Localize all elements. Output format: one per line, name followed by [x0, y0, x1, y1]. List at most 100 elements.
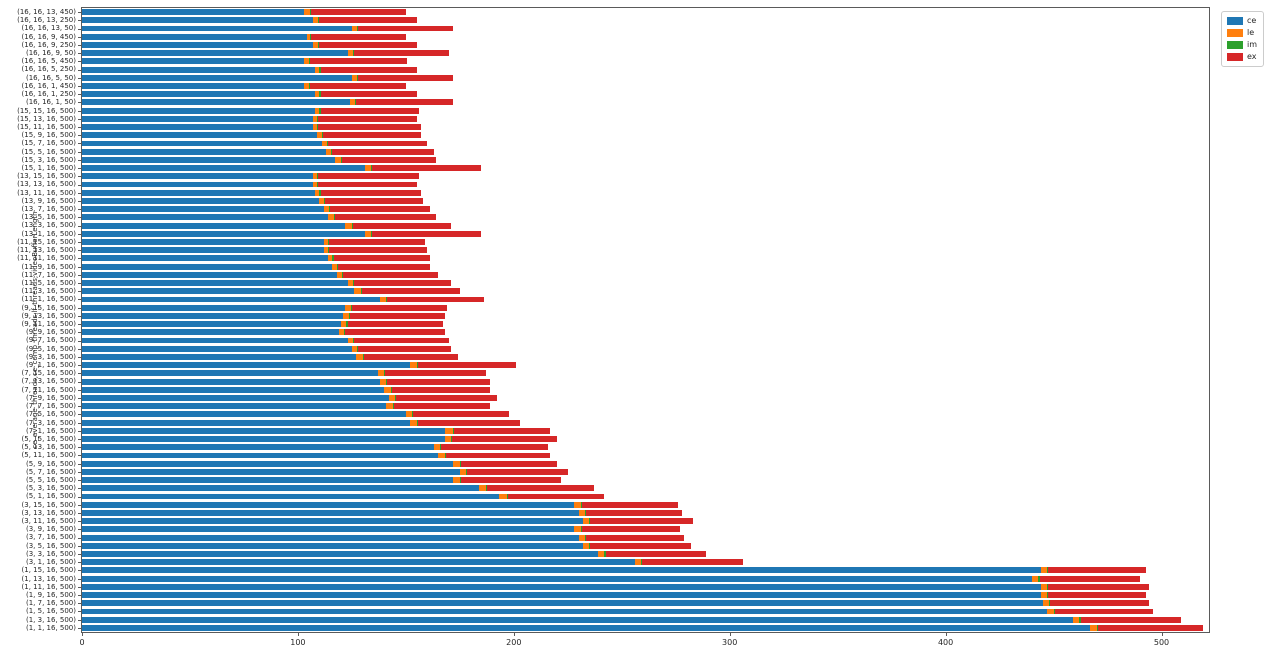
y-tick-label: (9, 1, 16, 500) [26, 361, 76, 370]
bar-row [82, 567, 1147, 574]
y-tick-mark [78, 414, 81, 416]
bar-segment-le [317, 132, 322, 139]
bar-row [82, 107, 419, 114]
bar-segment-im [416, 362, 418, 369]
legend-entry-ex: ex [1227, 53, 1257, 61]
bar-segment-im [342, 271, 344, 278]
bar-segment-im [580, 501, 582, 508]
bar-segment-le [634, 559, 642, 566]
y-tick-label: (5, 9, 16, 500) [26, 459, 76, 468]
bar-row [82, 222, 452, 229]
bar-row [82, 321, 443, 328]
bar-segment-im [351, 222, 353, 229]
bar-segment-le [323, 239, 329, 245]
bar-segment-ce [82, 452, 439, 459]
bar-segment-im [348, 312, 350, 319]
y-tick-mark [78, 488, 81, 490]
bar-segment-ce [82, 444, 434, 451]
bar-segment-le [313, 181, 318, 188]
bar-segment-im [344, 329, 346, 336]
bar-segment-ce [82, 247, 324, 254]
bar-segment-le [578, 534, 586, 541]
bar-segment-im [331, 148, 333, 155]
bar-segment-ex [586, 509, 683, 516]
y-tick-mark [78, 151, 81, 153]
y-tick-label: (15, 15, 16, 500) [17, 106, 76, 115]
y-tick-mark [78, 315, 81, 317]
bar-segment-im [308, 58, 310, 65]
bar-row [82, 25, 454, 32]
bar-segment-le [304, 83, 309, 89]
bar-segment-le [598, 551, 605, 557]
y-tick-mark [78, 94, 81, 96]
bar-row [82, 559, 743, 566]
bar-segment-im [1047, 567, 1049, 574]
bar-segment-ex [590, 542, 691, 549]
bar-segment-im [371, 165, 373, 172]
legend-swatch-le-icon [1227, 29, 1243, 37]
bar-segment-ex [413, 411, 510, 418]
y-tick-label: (15, 13, 16, 500) [17, 114, 76, 123]
bar-segment-im [453, 427, 455, 434]
bar-row [82, 411, 510, 418]
bar-segment-im [604, 551, 606, 557]
bar-segment-le [315, 66, 320, 73]
bar-segment-ex [310, 33, 406, 40]
y-tick-mark [78, 110, 81, 112]
bar-segment-le [364, 165, 372, 172]
y-tick-label: (13, 13, 16, 500) [17, 180, 76, 189]
bar-row [82, 74, 454, 81]
bar-row [82, 337, 449, 344]
bar-segment-le [574, 501, 581, 508]
bar-segment-ex [396, 395, 497, 401]
bar-segment-ce [82, 386, 385, 393]
bar-row [82, 50, 449, 57]
bar-segment-ce [82, 148, 326, 155]
bar-segment-ce [82, 230, 365, 237]
y-tick-label: (7, 15, 16, 500) [21, 369, 76, 378]
bar-row [82, 419, 521, 426]
bar-segment-im [355, 99, 357, 106]
bar-segment-ce [82, 58, 305, 65]
bar-segment-ex [310, 9, 406, 16]
bar-row [82, 165, 482, 172]
bar-segment-ce [82, 534, 579, 541]
bar-segment-ex [328, 140, 428, 147]
y-tick-mark [78, 143, 81, 145]
y-tick-mark [78, 217, 81, 219]
legend-swatch-im-icon [1227, 41, 1243, 49]
y-tick-mark [78, 545, 81, 547]
y-tick-label: (16, 16, 9, 250) [21, 40, 76, 49]
bar-segment-im [371, 230, 373, 237]
bar-segment-im [459, 460, 461, 467]
y-tick-mark [78, 86, 81, 87]
bar-segment-le [347, 50, 353, 57]
bar-segment-ce [82, 345, 352, 352]
bar-segment-im [1053, 608, 1055, 615]
bar-segment-le [379, 378, 387, 385]
bar-segment-ce [82, 181, 313, 188]
y-tick-label: (3, 5, 16, 500) [26, 541, 76, 550]
bar-segment-ex [356, 99, 454, 106]
y-tick-label: (13, 5, 16, 500) [21, 213, 76, 222]
bar-segment-ce [82, 312, 344, 319]
bar-segment-ce [82, 608, 1048, 615]
bar-segment-im [333, 214, 335, 221]
bar-segment-ex [354, 337, 449, 344]
bar-row [82, 386, 491, 393]
bar-segment-le [384, 386, 391, 393]
bar-segment-im [318, 17, 320, 24]
bar-segment-im [317, 181, 319, 188]
y-tick-label: (13, 7, 16, 500) [21, 205, 76, 214]
bar-segment-ex [581, 501, 678, 508]
bar-segment-im [318, 41, 320, 48]
bar-segment-ce [82, 132, 318, 139]
y-tick-label: (15, 1, 16, 500) [21, 164, 76, 172]
bar-segment-le [438, 452, 445, 459]
bar-segment-ce [82, 17, 313, 24]
bar-row [82, 542, 691, 549]
y-tick-label: (1, 1, 16, 500) [26, 623, 76, 632]
bar-segment-ce [82, 66, 316, 73]
y-tick-mark [78, 521, 81, 523]
y-tick-label: (15, 3, 16, 500) [21, 155, 76, 164]
